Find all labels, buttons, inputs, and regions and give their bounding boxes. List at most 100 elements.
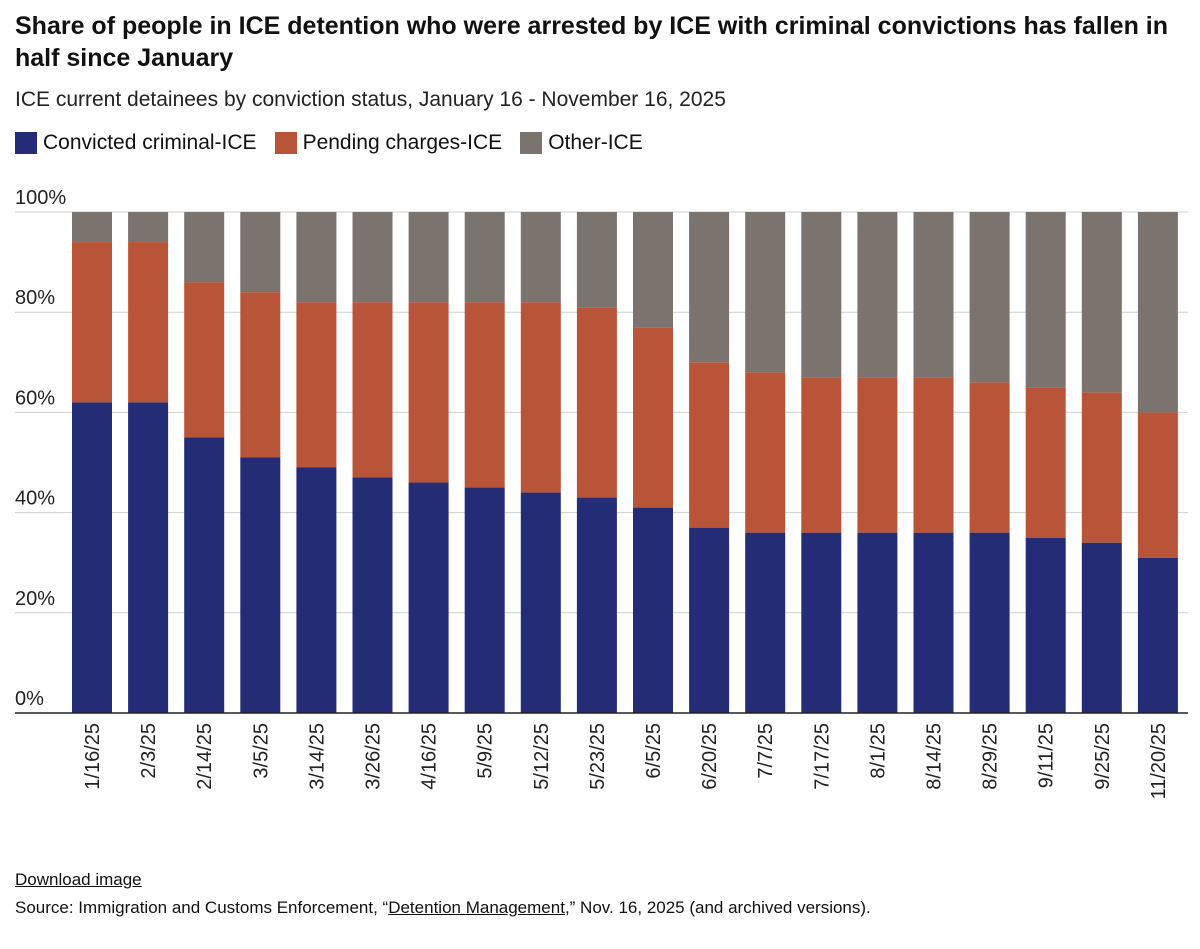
legend-label-other: Other-ICE <box>548 131 643 154</box>
bar-segment-pending <box>464 302 505 488</box>
source-note: Source: Immigration and Customs Enforcem… <box>15 898 871 918</box>
bar-segment-convicted <box>969 532 1010 713</box>
bar-segment-pending <box>184 282 225 438</box>
x-tick-label: 4/16/25 <box>419 723 441 790</box>
chart-legend: Convicted criminal-ICE Pending charges-I… <box>15 131 661 155</box>
bar-segment-convicted <box>1081 542 1122 713</box>
download-image-link[interactable]: Download image <box>15 870 142 889</box>
x-tick-label: 5/9/25 <box>475 723 497 779</box>
bar-segment-other <box>464 212 505 303</box>
bar-segment-convicted <box>801 532 842 713</box>
source-link[interactable]: Detention Management <box>388 898 565 917</box>
bar-segment-other <box>240 212 281 293</box>
y-tick-label: 40% <box>15 488 55 510</box>
legend-item-pending: Pending charges-ICE <box>274 131 503 155</box>
legend-item-other: Other-ICE <box>520 131 643 155</box>
legend-swatch-pending <box>274 132 297 154</box>
bar-segment-other <box>520 212 561 303</box>
x-tick-label: 11/20/25 <box>1148 723 1170 799</box>
x-tick-label: 5/12/25 <box>531 723 553 790</box>
x-tick-label: 8/29/25 <box>980 723 1002 790</box>
bar-segment-other <box>184 212 225 283</box>
legend-label-pending: Pending charges-ICE <box>302 131 503 154</box>
bar-segment-other <box>408 212 449 303</box>
bar-segment-convicted <box>520 492 561 713</box>
bar-segment-pending <box>745 372 786 533</box>
bar-segment-other <box>576 212 617 308</box>
x-tick-label: 2/3/25 <box>138 723 160 779</box>
bar-segment-other <box>801 212 842 378</box>
bar-segment-pending <box>576 307 617 498</box>
x-tick-label: 8/14/25 <box>924 723 946 790</box>
bar-segment-convicted <box>913 532 954 713</box>
x-tick-label: 6/20/25 <box>699 723 721 790</box>
bar-segment-pending <box>72 242 112 403</box>
x-tick-label: 3/5/25 <box>250 723 272 779</box>
legend-item-convicted: Convicted criminal-ICE <box>15 131 257 155</box>
bar-segment-pending <box>520 302 561 493</box>
bar-segment-other <box>969 212 1010 383</box>
bar-segment-pending <box>689 362 730 528</box>
legend-swatch-other <box>520 132 543 154</box>
bar-segment-convicted <box>633 507 673 713</box>
y-tick-label: 20% <box>15 588 55 610</box>
chart-title: Share of people in ICE detention who wer… <box>15 12 1169 72</box>
bar-segment-other <box>913 212 954 378</box>
source-suffix: ,” Nov. 16, 2025 (and archived versions)… <box>564 898 871 917</box>
bar-segment-other <box>128 212 169 243</box>
x-tick-label: 7/17/25 <box>811 723 833 790</box>
bar-segment-pending <box>1137 412 1178 558</box>
bar-segment-convicted <box>576 497 617 713</box>
bar-segment-other <box>689 212 730 363</box>
bar-segment-convicted <box>745 532 786 713</box>
stacked-bar-chart: 0% 20% 40% 60% 80% 100% 1/16/25 2/3/25 2/14/25 3/… <box>15 187 1188 799</box>
x-tick-label: 9/25/25 <box>1092 723 1114 790</box>
bar-segment-pending <box>296 302 337 468</box>
x-tick-label: 6/5/25 <box>643 723 665 779</box>
x-tick-label: 8/1/25 <box>867 723 889 779</box>
bar-segment-other <box>1025 212 1066 388</box>
bar-segment-pending <box>913 377 954 533</box>
bar-segment-other <box>1081 212 1122 393</box>
bar-segment-convicted <box>296 467 337 713</box>
x-tick-label: 3/26/25 <box>363 723 385 790</box>
chart-subtitle: ICE current detainees by conviction stat… <box>15 88 726 111</box>
x-tick-label: 3/14/25 <box>306 723 328 790</box>
y-tick-label: 100% <box>15 187 66 209</box>
x-tick-label: 9/11/25 <box>1036 723 1058 788</box>
bar-segment-pending <box>969 382 1010 533</box>
bar-segment-convicted <box>352 477 393 713</box>
bar-segment-pending <box>1025 387 1066 538</box>
bar-segment-convicted <box>72 402 112 713</box>
x-tick-label: 2/14/25 <box>194 723 216 790</box>
bar-segment-convicted <box>1137 557 1178 713</box>
bar-segment-convicted <box>1025 537 1066 713</box>
bar-segment-other <box>1137 212 1178 413</box>
x-tick-label: 1/16/25 <box>82 723 104 790</box>
bar-segment-convicted <box>408 482 449 713</box>
bar-segment-convicted <box>128 402 169 713</box>
bar-segment-convicted <box>184 437 225 713</box>
bar-segment-pending <box>857 377 898 533</box>
bar-segment-pending <box>408 302 449 483</box>
y-tick-label: 0% <box>15 688 44 710</box>
bar-segment-other <box>857 212 898 378</box>
bar-segment-convicted <box>857 532 898 713</box>
legend-swatch-convicted <box>15 132 37 154</box>
bar-segment-pending <box>128 242 169 403</box>
bar-segment-convicted <box>464 487 505 713</box>
source-prefix: Source: Immigration and Customs Enforcem… <box>15 898 389 917</box>
bar-segment-pending <box>633 327 673 508</box>
bar-segment-pending <box>801 377 842 533</box>
bar-segment-other <box>633 212 673 328</box>
bar-segment-other <box>296 212 337 303</box>
y-tick-label: 80% <box>15 287 55 309</box>
bar-segment-pending <box>240 292 281 458</box>
bar-segment-pending <box>352 302 393 478</box>
bar-segment-convicted <box>689 527 730 713</box>
bar-segment-other <box>745 212 786 373</box>
y-tick-label: 60% <box>15 387 55 409</box>
bar-segment-other <box>72 212 112 243</box>
bar-segment-other <box>352 212 393 303</box>
x-tick-label: 7/7/25 <box>755 723 777 779</box>
